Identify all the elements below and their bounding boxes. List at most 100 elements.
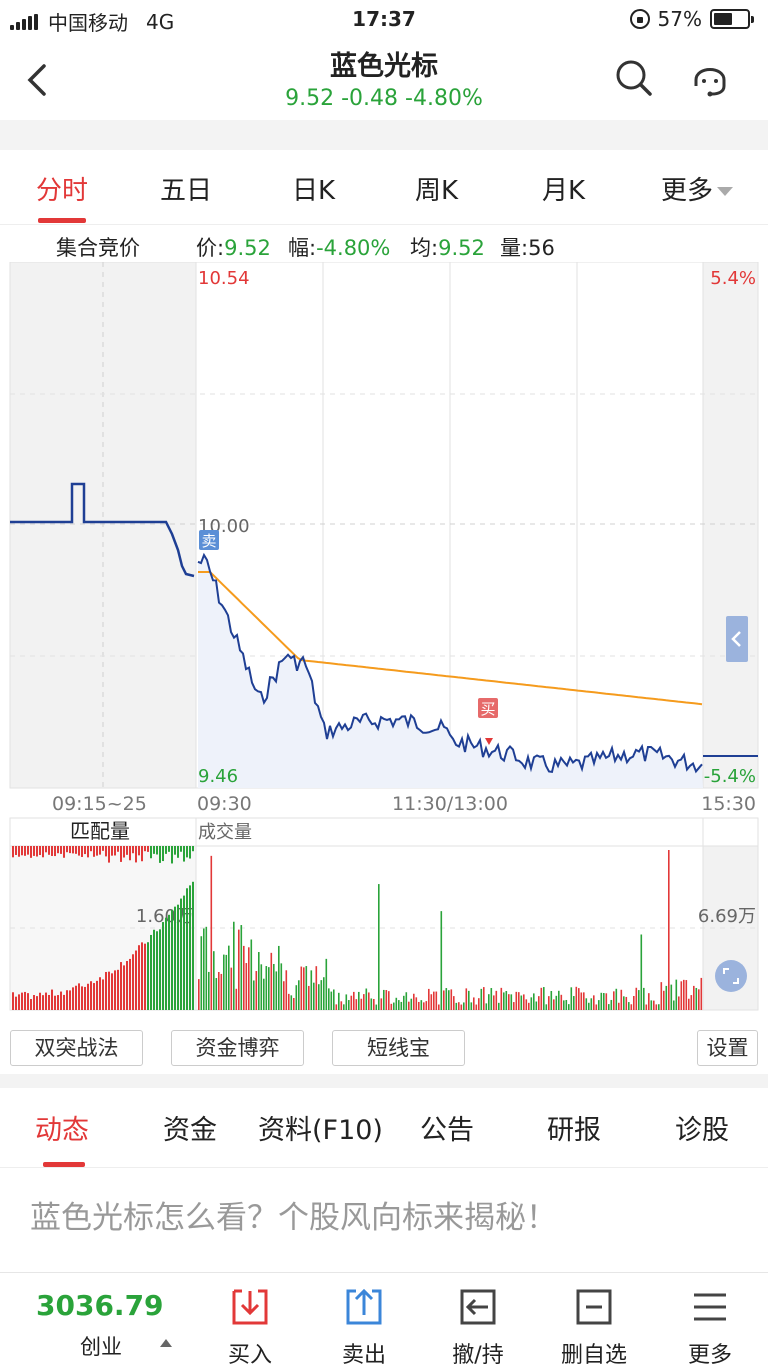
- rotation-lock-icon: [629, 9, 650, 29]
- sell-marker[interactable]: [199, 530, 219, 550]
- volume-bar: [325, 958, 328, 1010]
- buy-button[interactable]: 买入: [200, 1287, 300, 1366]
- volume-bar: [550, 990, 553, 1010]
- volume-bar: [238, 929, 240, 1010]
- tab-more[interactable]: 更多: [661, 170, 734, 207]
- side-panel-toggle[interactable]: [726, 616, 748, 662]
- volume-bar: [545, 1004, 548, 1010]
- tab-research[interactable]: 研报: [547, 1115, 601, 1146]
- volume-bar: [39, 846, 41, 856]
- caret-up-icon[interactable]: [160, 1339, 172, 1347]
- tab-five-day[interactable]: 五日: [160, 176, 213, 206]
- match-volume-max: 1.60万: [136, 906, 194, 927]
- volume-bar: [313, 982, 315, 1010]
- sell-icon: [346, 1288, 382, 1325]
- tab-diagnosis[interactable]: 诊股: [675, 1115, 729, 1146]
- minus-box-icon: [576, 1289, 612, 1325]
- more-label: 更多: [687, 1343, 732, 1366]
- volume-bar: [27, 846, 29, 855]
- tool-short-term[interactable]: 短线宝: [332, 1030, 465, 1066]
- volume-bar: [640, 934, 643, 1010]
- volume-bar: [225, 954, 228, 1010]
- avg-value: 9.52: [438, 236, 485, 260]
- chevron-left-icon: [731, 631, 741, 647]
- volume-bar: [648, 993, 650, 1010]
- tab-news[interactable]: 动态: [35, 1115, 89, 1146]
- volume-bar: [144, 943, 146, 1010]
- volume-bar: [165, 846, 167, 854]
- carrier: 中国移动: [48, 11, 128, 35]
- volume-bar: [413, 993, 415, 1010]
- volume-bar: [405, 992, 408, 1010]
- volume-bar: [245, 963, 248, 1010]
- remove-watchlist-button[interactable]: 删自选: [544, 1287, 644, 1366]
- tab-daily-k[interactable]: 日K: [292, 176, 336, 206]
- buy-point-icon: [485, 738, 493, 745]
- volume-bar: [518, 992, 520, 1010]
- index-value[interactable]: 3036.79: [36, 1289, 164, 1322]
- back-button[interactable]: [22, 60, 54, 100]
- volume-bar: [470, 1002, 473, 1010]
- volume-bar: [15, 996, 17, 1010]
- volume-bar: [433, 991, 435, 1010]
- volume-bar: [159, 929, 161, 1010]
- tool-capital-game[interactable]: 资金博弈: [171, 1030, 304, 1066]
- cancel-hold-label: 撤/持: [452, 1343, 504, 1366]
- volume-bar: [171, 846, 173, 864]
- volume-bar: [51, 989, 53, 1010]
- index-name[interactable]: 创业: [80, 1335, 122, 1359]
- intraday-chart[interactable]: 10.54 10.00 9.46 5.4% -5.4% 09:15~25 09:…: [0, 262, 768, 1032]
- tab-announcements[interactable]: 公告: [420, 1115, 474, 1146]
- volume-bar: [538, 996, 540, 1010]
- volume-bar: [78, 983, 80, 1010]
- volume-bar: [598, 1000, 600, 1010]
- volume-bar: [186, 846, 188, 858]
- volume-bar: [120, 962, 122, 1010]
- volume-bar: [159, 846, 161, 863]
- volume-bar: [280, 963, 283, 1010]
- fullscreen-button[interactable]: [715, 960, 747, 992]
- price-area-fill: [198, 555, 703, 788]
- volume-bar: [528, 1002, 530, 1010]
- buy-marker[interactable]: [478, 698, 498, 718]
- volume-bar: [363, 994, 365, 1010]
- news-headline[interactable]: 蓝色光标怎么看？个股风向标来揭秘！: [30, 1200, 557, 1236]
- volume-bar: [608, 1004, 610, 1010]
- volume-bar: [126, 846, 128, 855]
- tab-f10[interactable]: 资料(F10): [258, 1115, 383, 1146]
- volume-bar: [120, 846, 122, 862]
- volume-bar: [48, 846, 50, 855]
- volume-bar: [495, 990, 498, 1010]
- volume-bar: [560, 994, 563, 1010]
- volume-bar: [335, 1004, 338, 1010]
- clock: 17:37: [352, 7, 416, 31]
- volume-bar: [638, 990, 640, 1010]
- cancel-hold-button[interactable]: 撤/持: [428, 1287, 528, 1366]
- volume-bar: [84, 986, 86, 1010]
- volume-bar: [138, 945, 140, 1010]
- volume-bar: [233, 921, 235, 1010]
- volume-bar: [114, 970, 116, 1010]
- buy-label: 买入: [227, 1343, 272, 1366]
- tool-double-breakout[interactable]: 双突战法: [10, 1030, 143, 1066]
- info-tabs: 动态 资金 资料(F10) 公告 研报 诊股: [0, 1088, 768, 1168]
- volume-bar: [174, 846, 176, 855]
- volume-bar: [663, 990, 665, 1010]
- volume-bar: [45, 846, 47, 853]
- volume-bar: [480, 988, 483, 1010]
- settings-button[interactable]: 设置: [697, 1030, 758, 1066]
- tab-monthly-k[interactable]: 月K: [542, 176, 586, 206]
- more-button[interactable]: 更多: [660, 1287, 760, 1366]
- tab-intraday[interactable]: 分时: [36, 176, 89, 206]
- auction-price-line: [10, 482, 195, 578]
- sell-button[interactable]: 卖出: [314, 1287, 414, 1366]
- tab-weekly-k[interactable]: 周K: [415, 176, 459, 206]
- search-button[interactable]: [614, 58, 654, 98]
- volume-bar: [18, 994, 20, 1010]
- volume-bar: [575, 986, 578, 1010]
- customer-service-button[interactable]: [688, 56, 732, 100]
- volume-bar: [138, 846, 140, 856]
- volume-bar: [248, 947, 250, 1010]
- tab-funds[interactable]: 资金: [163, 1115, 217, 1146]
- volume-bar: [355, 999, 358, 1010]
